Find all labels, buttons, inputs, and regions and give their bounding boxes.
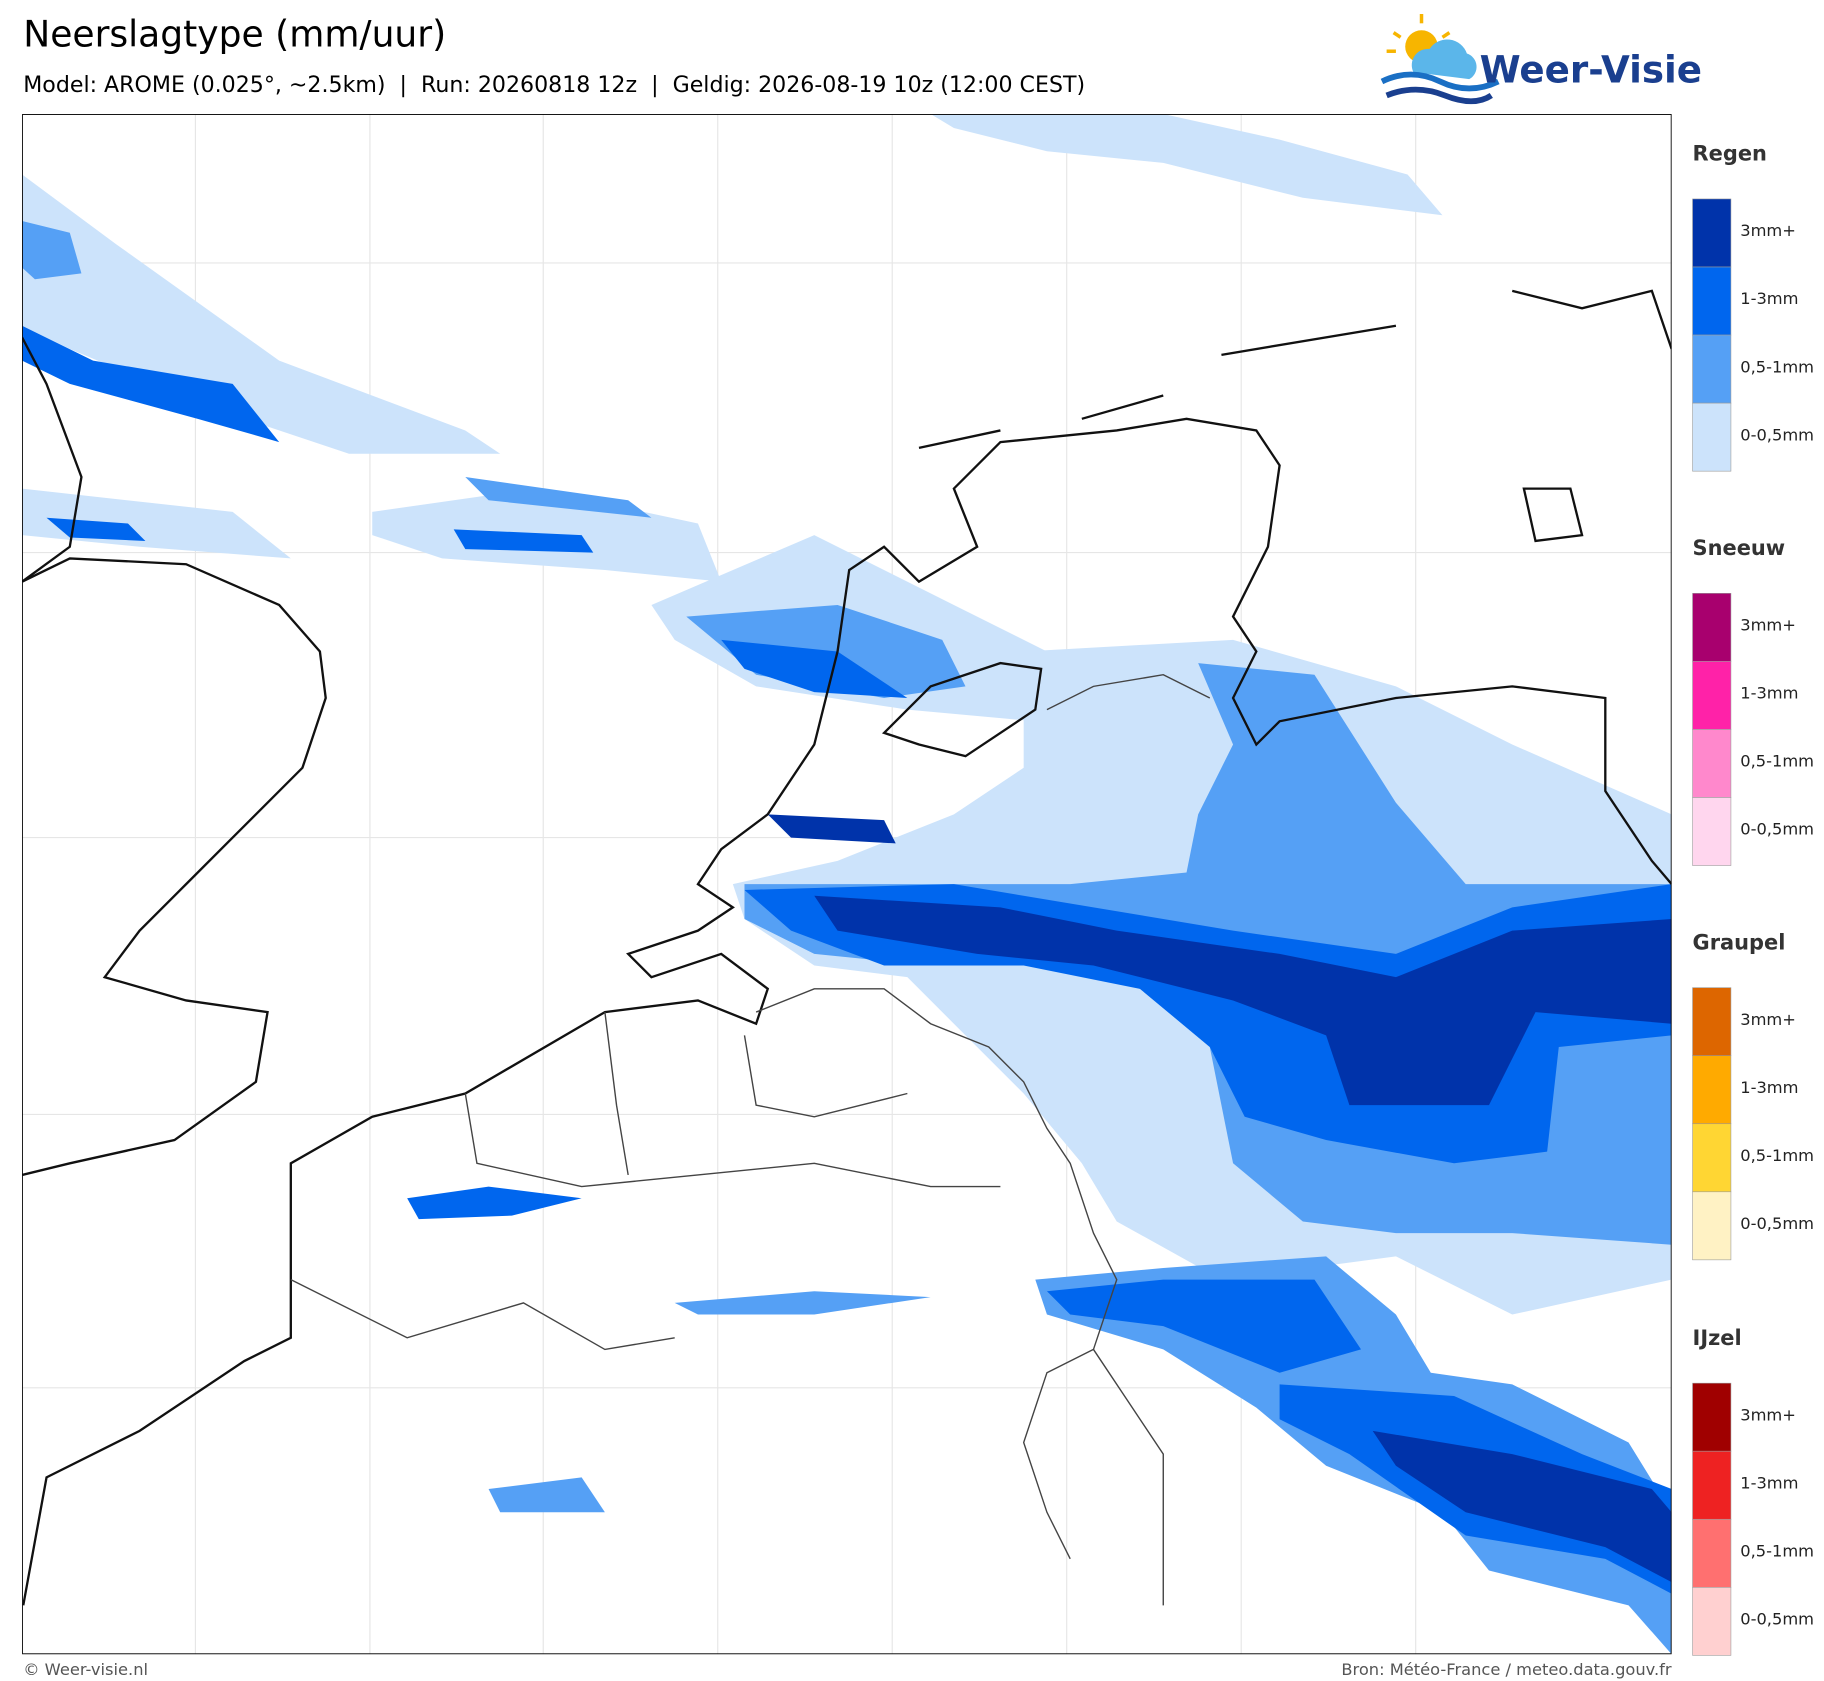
legend-swatch [1692,987,1732,1056]
legend-swatch [1692,1450,1732,1520]
legend-swatch [1692,729,1732,798]
legend-swatch [1692,266,1732,336]
legend-label: 0,5-1mm [1740,1146,1814,1165]
legend-swatch [1692,1518,1732,1588]
footer-right: Bron: Météo-France / meteo.data.gouv.fr [1341,1660,1672,1679]
footer-left: © Weer-visie.nl [23,1660,148,1679]
legend-label: 0-0,5mm [1740,1610,1814,1629]
legend-swatch [1692,1587,1732,1656]
legend-label: 1-3mm [1740,1473,1798,1492]
legend-label: 0,5-1mm [1740,752,1814,771]
legend-swatch [1692,1382,1732,1452]
legend-label: 3mm+ [1740,221,1796,240]
legend-label: 1-3mm [1740,1078,1798,1097]
legend-group-title: Sneeuw [1693,536,1786,560]
legend-label: 1-3mm [1740,684,1798,703]
logo: Weer-Visie [1380,13,1702,105]
legend-label: 0,5-1mm [1740,357,1814,376]
legend-swatch [1692,1123,1732,1193]
legend: Regen 3mm+ 1-3mm 0,5-1mm 0-0,5mm Sneeuw 3mm+ 1-… [1692,142,1814,1656]
map [22,114,1672,1655]
legend-swatch [1692,334,1732,404]
legend-swatch [1692,593,1732,662]
title: Neerslagtype (mm/uur) [23,14,446,56]
legend-label: 3mm+ [1740,1405,1796,1424]
legend-label: 0-0,5mm [1740,1214,1814,1233]
coastlines [22,289,1672,1606]
legend-group-title: IJzel [1693,1326,1742,1350]
legend-swatch [1692,1055,1732,1125]
borders [290,674,1211,1606]
legend-swatch [1692,1191,1732,1261]
legend-swatch [1692,797,1732,866]
precipitation [22,114,1672,1655]
legend-label: 0-0,5mm [1740,820,1814,839]
logo-icon [1380,13,1500,105]
legend-label: 1-3mm [1740,289,1798,308]
legend-swatch [1692,198,1732,268]
legend-label: 0,5-1mm [1740,1541,1814,1560]
legend-label: 3mm+ [1740,1010,1796,1029]
legend-group-title: Regen [1693,142,1767,166]
legend-swatch [1692,402,1732,472]
legend-group-title: Graupel [1693,930,1786,954]
logo-text: Weer-Visie [1480,48,1702,92]
legend-label: 0-0,5mm [1740,425,1814,444]
subtitle: Model: AROME (0.025°, ~2.5km) | Run: 202… [23,72,1085,98]
legend-swatch [1692,661,1732,730]
legend-label: 3mm+ [1740,616,1796,635]
